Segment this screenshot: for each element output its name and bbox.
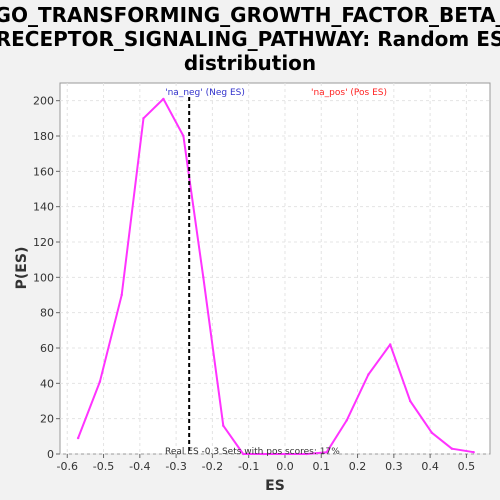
y-axis-label: P(ES) — [14, 247, 30, 290]
x-axis-label: ES — [265, 478, 285, 494]
data-point — [182, 134, 185, 138]
y-tick-label: 160 — [33, 165, 54, 178]
x-tick-label: 0.1 — [313, 460, 331, 473]
data-point — [325, 451, 328, 454]
data-point — [472, 451, 475, 454]
series-lines — [76, 97, 475, 456]
x-tick-label: -0.2 — [202, 460, 223, 473]
es-distribution-line — [77, 97, 474, 455]
title-line: distribution — [184, 51, 316, 75]
x-tick-label: 0.5 — [458, 460, 476, 473]
data-point — [76, 436, 80, 440]
data-point — [430, 431, 434, 434]
data-point — [202, 276, 205, 279]
y-tick-label: 180 — [33, 130, 54, 143]
plot-area — [59, 82, 491, 455]
legend-entry: 'na_pos' (Pos ES) — [311, 88, 387, 98]
data-point — [262, 452, 265, 456]
data-point — [283, 452, 287, 456]
y-tick-label: 60 — [40, 342, 54, 355]
x-tick-label: 0.0 — [276, 460, 294, 473]
legend: 'na_neg' (Neg ES) 'na_pos' (Pos ES) — [165, 88, 387, 98]
y-tick-label: 80 — [40, 307, 54, 320]
data-point — [367, 373, 370, 376]
x-tick-label: 0.2 — [349, 460, 367, 473]
data-point — [408, 399, 412, 403]
data-point — [389, 343, 392, 346]
legend-entry: 'na_neg' (Neg ES) — [165, 88, 245, 98]
x-tick-label: 0.4 — [421, 460, 439, 473]
x-tick-label: 0.3 — [385, 460, 403, 473]
y-tick-label: 20 — [40, 413, 54, 426]
data-point — [242, 452, 245, 456]
data-point — [305, 452, 308, 456]
y-tick-label: 0 — [47, 448, 54, 461]
data-point — [142, 117, 145, 120]
x-tick-label: -0.4 — [129, 460, 150, 473]
x-tick-label: -0.5 — [93, 460, 114, 473]
title-line: GO_TRANSFORMING_GROWTH_FACTOR_BETA_ — [0, 3, 500, 27]
title-line: RECEPTOR_SIGNALING_PATHWAY: Random ES — [0, 27, 500, 51]
data-point — [162, 97, 165, 101]
y-tick-label: 200 — [33, 95, 54, 108]
data-point — [222, 424, 225, 427]
data-point — [345, 419, 348, 422]
real-es-annotation: Real ES -0.3 Sets with pos scores: 17% — [165, 447, 340, 457]
axes: -0.6 -0.5 -0.4 -0.3 -0.2 -0.1 0.0 0.1 0.2 0.3 0.4 0… — [33, 95, 475, 473]
x-tick-label: -0.6 — [57, 460, 78, 473]
chart-title: GO_TRANSFORMING_GROWTH_FACTOR_BETA_RECEP… — [0, 3, 500, 75]
data-point — [450, 447, 454, 450]
y-tick-label: 40 — [40, 377, 54, 390]
y-tick-label: 120 — [33, 236, 54, 249]
y-tick-label: 140 — [33, 201, 54, 214]
x-tick-label: -0.1 — [238, 460, 259, 473]
x-tick-label: -0.3 — [165, 460, 186, 473]
data-point — [98, 380, 102, 383]
data-point — [120, 293, 123, 297]
y-tick-label: 100 — [33, 271, 54, 284]
